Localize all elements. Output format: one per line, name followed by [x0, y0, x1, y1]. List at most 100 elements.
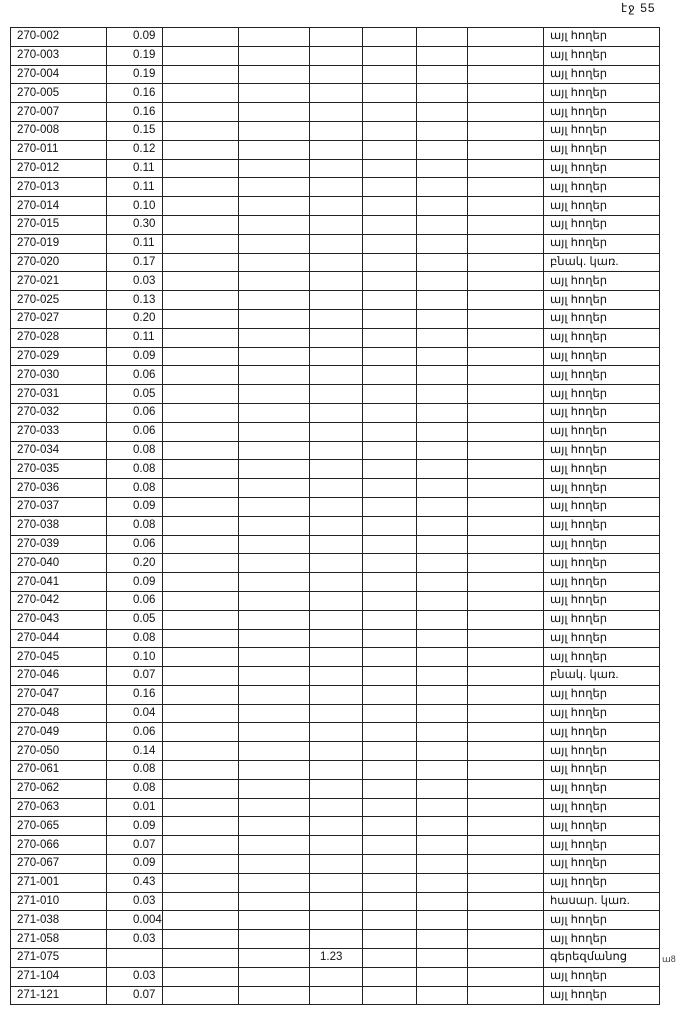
value-cell: [362, 741, 417, 762]
land-use-cell: այլ հողեր: [543, 966, 660, 987]
value-cell: [467, 703, 544, 724]
value-cell: 0.09: [106, 572, 163, 592]
value-cell: [467, 233, 544, 254]
value-cell: [467, 966, 544, 987]
value-cell: [362, 496, 417, 517]
value-cell: [238, 835, 310, 856]
table-row: 270-015 0.30 այլ հողեր: [10, 214, 660, 235]
value-cell: [309, 83, 363, 104]
value-cell: [467, 27, 544, 47]
value-cell: [362, 64, 417, 85]
land-use-cell: այլ հողեր: [543, 233, 660, 254]
table-row: 270-047 0.16 այլ հողեր: [10, 684, 660, 705]
parcel-code-cell: 270-049: [10, 722, 107, 743]
land-use-cell: այլ հողեր: [543, 835, 660, 856]
parcel-code-cell: 270-002: [10, 27, 107, 47]
value-cell: [362, 402, 417, 423]
value-cell: [309, 760, 363, 780]
land-use-cell: այլ հողեր: [543, 365, 660, 386]
value-cell: [162, 553, 239, 574]
value-cell: [416, 966, 468, 987]
value-cell: 0.19: [106, 64, 163, 85]
table-row: 270-029 0.09 այլ հողեր: [10, 346, 660, 367]
parcel-code-cell: 270-033: [10, 421, 107, 442]
parcel-code-cell: 270-011: [10, 139, 107, 160]
value-cell: [416, 158, 468, 179]
value-cell: [162, 252, 239, 273]
value-cell: [362, 647, 417, 668]
table-row: 270-021 0.03 այլ հողեր: [10, 271, 660, 292]
land-use-cell: այլ հողեր: [543, 590, 660, 611]
value-cell: [309, 572, 363, 592]
value-cell: [416, 647, 468, 668]
value-cell: [162, 778, 239, 799]
value-cell: 0.16: [106, 102, 163, 122]
parcel-code-cell: 270-045: [10, 647, 107, 668]
value-cell: [467, 496, 544, 517]
value-cell: [467, 478, 544, 498]
table-row: 270-031 0.05 այլ հողեր: [10, 384, 660, 404]
value-cell: [162, 271, 239, 292]
parcel-code-cell: 270-039: [10, 534, 107, 555]
value-cell: [309, 290, 363, 310]
value-cell: [362, 459, 417, 480]
value-cell: 1.23: [309, 948, 363, 968]
value-cell: [309, 214, 363, 235]
value-cell: [362, 966, 417, 987]
value-cell: 0.08: [106, 478, 163, 498]
value-cell: [238, 816, 310, 837]
value-cell: [467, 948, 544, 968]
value-cell: [416, 271, 468, 292]
value-cell: [416, 910, 468, 931]
parcel-code-cell: 270-066: [10, 835, 107, 856]
value-cell: [362, 572, 417, 592]
value-cell: [238, 647, 310, 668]
parcel-code-cell: 271-058: [10, 929, 107, 950]
value-cell: [309, 854, 363, 874]
value-cell: [162, 139, 239, 160]
parcel-code-cell: 270-038: [10, 515, 107, 536]
value-cell: [238, 515, 310, 536]
margin-mark: ա8: [662, 954, 676, 964]
value-cell: [309, 835, 363, 856]
value-cell: [309, 985, 363, 1006]
land-use-cell: այլ հողեր: [543, 760, 660, 780]
value-cell: 0.05: [106, 609, 163, 630]
parcel-code-cell: 270-014: [10, 196, 107, 216]
value-cell: [362, 177, 417, 198]
value-cell: [416, 459, 468, 480]
value-cell: [362, 722, 417, 743]
table-row: 270-027 0.20 այլ հողեր: [10, 308, 660, 329]
parcel-code-cell: 270-015: [10, 214, 107, 235]
value-cell: [238, 590, 310, 611]
value-cell: [416, 948, 468, 968]
value-cell: [162, 929, 239, 950]
land-use-cell: այլ հողեր: [543, 27, 660, 47]
value-cell: [362, 609, 417, 630]
value-cell: [309, 684, 363, 705]
value-cell: 0.20: [106, 553, 163, 574]
land-use-cell: այլ հողեր: [543, 572, 660, 592]
value-cell: [238, 252, 310, 273]
value-cell: [416, 553, 468, 574]
value-cell: [238, 760, 310, 780]
value-cell: [467, 666, 544, 686]
value-cell: [416, 120, 468, 141]
value-cell: 0.03: [106, 929, 163, 950]
value-cell: [162, 666, 239, 686]
table-row: 270-003 0.19 այլ հողեր: [10, 45, 660, 66]
value-cell: [162, 327, 239, 348]
value-cell: [467, 609, 544, 630]
value-cell: [362, 778, 417, 799]
value-cell: 0.09: [106, 27, 163, 47]
value-cell: [309, 45, 363, 66]
land-use-cell: այլ հողեր: [543, 308, 660, 329]
value-cell: [238, 214, 310, 235]
value-cell: [238, 609, 310, 630]
value-cell: [238, 120, 310, 141]
value-cell: [416, 590, 468, 611]
value-cell: [162, 120, 239, 141]
value-cell: [416, 384, 468, 404]
value-cell: [362, 666, 417, 686]
value-cell: [309, 609, 363, 630]
